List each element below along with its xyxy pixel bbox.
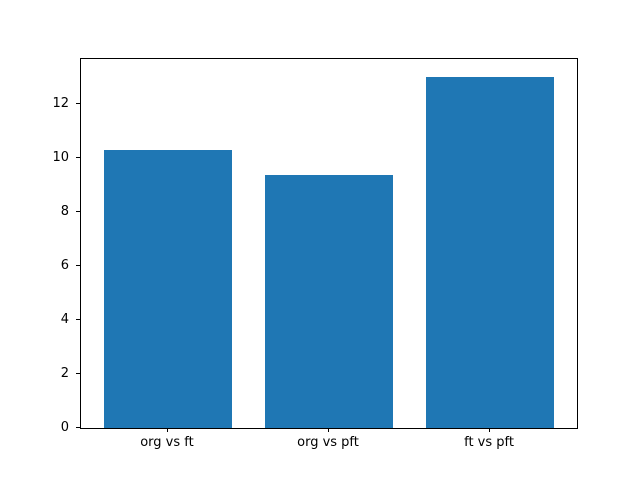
y-tick-mark (76, 318, 80, 320)
x-tick-label: org vs ft (140, 435, 194, 450)
bar-org-vs-ft (103, 150, 233, 428)
bar-org-vs-pft (264, 175, 394, 428)
y-tick-label: 4 (60, 311, 69, 327)
y-tick-mark (76, 210, 80, 212)
y-tick-label: 8 (60, 203, 69, 219)
y-tick-label: 12 (52, 95, 69, 111)
x-tick-label: org vs pft (297, 435, 359, 450)
y-tick-mark (76, 427, 80, 428)
x-tick-mark (328, 428, 329, 432)
bar-ft-vs-pft (425, 76, 555, 428)
y-tick-label: 0 (60, 420, 69, 435)
y-tick-mark (76, 372, 80, 374)
y-tick-label: 6 (60, 257, 69, 273)
plot-area (80, 58, 578, 429)
y-tick-mark (76, 264, 80, 266)
x-tick-label: ft vs pft (464, 435, 514, 450)
x-tick-mark (166, 428, 168, 432)
y-tick-mark (76, 156, 80, 158)
y-tick-label: 10 (52, 149, 69, 165)
x-tick-mark (489, 428, 491, 432)
y-tick-label: 2 (60, 365, 69, 381)
y-tick-mark (76, 102, 80, 104)
